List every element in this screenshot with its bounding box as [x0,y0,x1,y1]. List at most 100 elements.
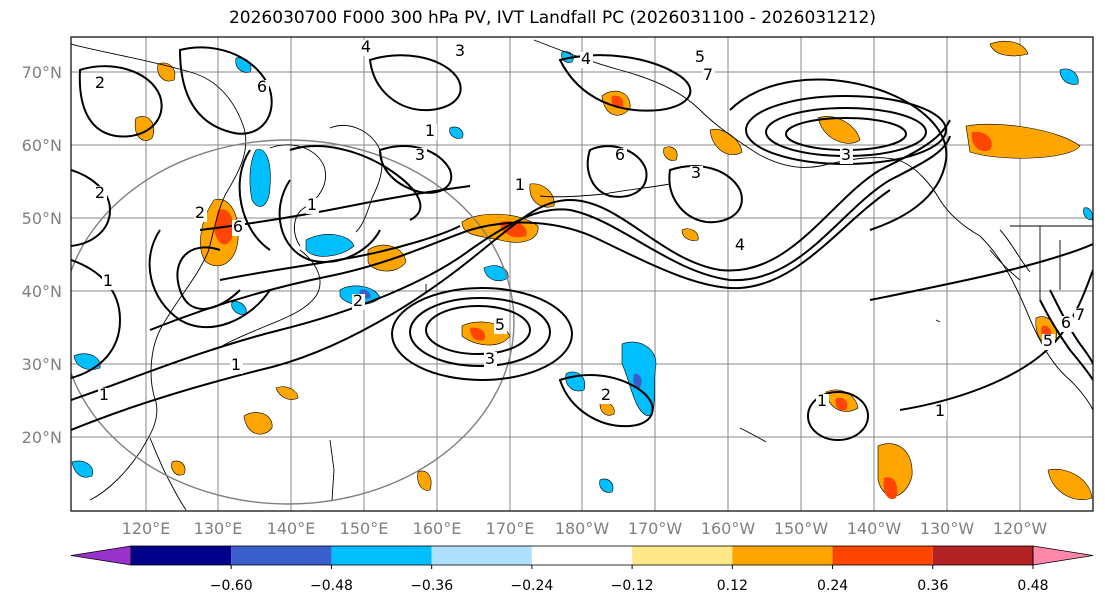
contour-label: 2 [601,385,611,404]
neg-patch [305,234,355,257]
contour-label: 4 [735,235,745,254]
contour-label-bg [230,358,243,374]
contour-label-bg [614,148,627,164]
lat-label: 40°N [22,282,62,301]
pos-patch [989,41,1029,57]
contour-label: 3 [455,41,465,60]
contour-label: 7 [703,65,713,84]
small-island [329,439,335,501]
colorbar-arrow-right [1032,545,1094,566]
contour-line [219,225,461,281]
contour-label: 1 [425,121,435,140]
japan [221,249,321,347]
colorbar-swatch [932,546,1033,565]
contour-label: 6 [615,145,625,164]
colorbar-tick-label: 0.36 [917,578,948,594]
lon-label: 160°W [701,519,756,538]
pos-patch [663,146,678,161]
contour-label-bg [98,388,111,404]
map-border [70,36,1094,512]
hawaii [739,427,767,443]
contour-line [1039,299,1093,381]
pos-patch [529,183,555,208]
contour-line [807,391,869,441]
map-title: 2026030700 F000 300 hPa PV, IVT Landfall… [228,8,876,28]
contour-label: 1 [103,271,113,290]
colorbar-swatch [832,546,933,565]
contour-line [178,46,273,135]
contour-label: 6 [257,77,267,96]
lon-label: 160°E [413,519,462,538]
lon-label: 170°W [628,519,683,538]
pv-contours [71,46,1093,441]
contour-line [368,54,462,112]
contour-label-bg [690,166,703,182]
contour-line [378,145,453,194]
neg-patch [249,149,271,207]
colorbar-tick-label: −0.24 [510,578,553,594]
contour-line [289,145,422,221]
contour-label-bg [424,124,437,140]
colorbar-swatch [531,546,633,565]
contour-label-bg [232,220,245,236]
taiwan-philippines [149,437,187,511]
strong-neg-patch [633,373,642,388]
contour-label: 4 [581,49,591,68]
contour-line [558,54,692,112]
strong-pos-patch [971,131,992,152]
pos-patch [709,128,743,156]
contour-label: 4 [361,37,371,56]
contour-label-bg [352,294,365,310]
strong-pos-patch [500,220,527,238]
contour-label: 1 [99,385,109,404]
contour-label: 1 [817,391,827,410]
contour-line [425,305,531,355]
longitude-labels: 120°E 130°E 140°E 150°E 160°E 170°E 180°W 170°W… [122,519,1048,538]
contour-line [1049,289,1093,365]
pos-patch [965,123,1081,159]
contour-label: 3 [841,145,851,164]
contour-label: 1 [515,175,525,194]
contour-line [176,246,241,310]
neg-patch [71,460,94,478]
contour-label-bg [414,148,427,164]
strong-pos-patch [835,397,848,411]
contour-label-bg [194,206,207,222]
contour-label-bg [694,50,707,66]
pos-patch [275,386,299,400]
pos-patch [157,62,176,82]
contour-label-bg [600,388,613,404]
contour-label-bg [102,274,115,290]
contour-line [899,269,1093,411]
contour-label-bg [306,198,319,214]
colorbar-tick-label: 0.24 [817,578,848,594]
pos-patch [171,460,186,476]
contour-label: 2 [95,183,105,202]
asia-coast [71,43,247,501]
colorbar-tick-label: 0.48 [1017,578,1048,594]
colorbar-tick-label: −0.60 [210,578,253,594]
contour-line [78,65,163,138]
pos-patch [681,228,699,241]
contour-label-bg [1042,334,1055,350]
contour-label: 3 [415,145,425,164]
contour-label: 1 [231,355,241,374]
neg-patch [599,478,614,493]
contour-label-bg [94,186,107,202]
contour-label-bg [934,404,947,420]
colorbar: −0.60 −0.48 −0.36 −0.24 −0.12 0.12 0.24 0.36 0.4… [70,545,1094,594]
lat-label: 20°N [22,428,62,447]
region-circle [71,139,515,505]
contour-line [71,135,951,401]
contour-label: 5 [695,47,705,66]
lon-label: 140°E [267,519,316,538]
colorbar-swatch [231,546,332,565]
contour-label-bg [494,318,507,334]
contour-label-bg [580,52,593,68]
contour-line [558,374,654,428]
colorbar-swatch [431,546,532,565]
neg-patch [449,126,464,139]
contour-line [391,287,573,381]
contour-line [869,243,1093,301]
